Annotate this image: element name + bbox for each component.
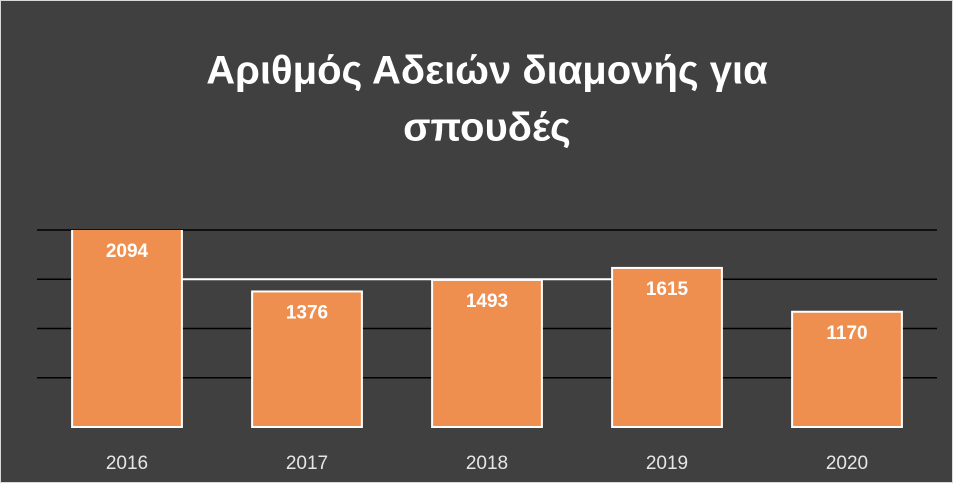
data-label: 2094 bbox=[106, 241, 149, 262]
data-label: 1493 bbox=[466, 291, 508, 312]
bar bbox=[431, 278, 543, 429]
data-label: 1615 bbox=[646, 279, 689, 300]
chart-title: σπουδές bbox=[403, 106, 571, 150]
x-tick-label: 2020 bbox=[826, 453, 868, 474]
bar bbox=[251, 290, 363, 428]
bar bbox=[611, 266, 723, 428]
data-label: 1170 bbox=[826, 323, 867, 344]
bar bbox=[791, 310, 903, 429]
chart-title: Αριθμός Αδειών διαμονής για bbox=[206, 49, 768, 93]
x-tick-label: 2017 bbox=[286, 453, 328, 474]
x-tick-label: 2018 bbox=[466, 453, 508, 474]
x-tick-label: 2019 bbox=[646, 453, 688, 474]
bar bbox=[71, 230, 183, 428]
x-tick-label: 2016 bbox=[106, 453, 148, 474]
data-label: 1376 bbox=[286, 302, 328, 323]
bars bbox=[71, 230, 903, 429]
